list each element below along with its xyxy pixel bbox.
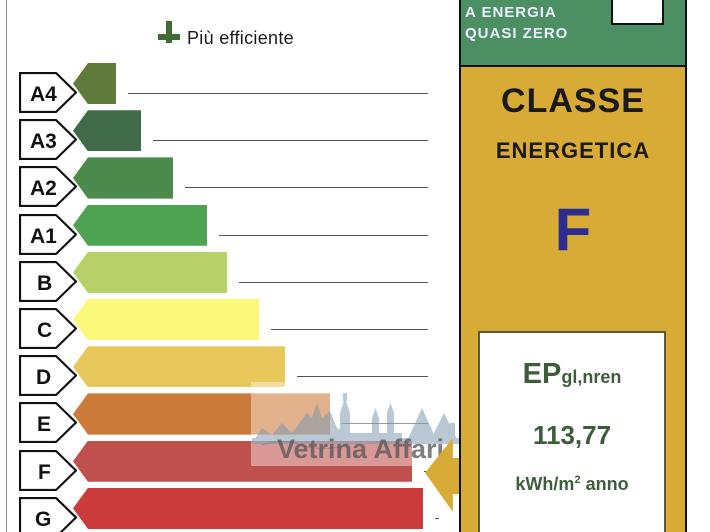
svg-text:F: F <box>38 461 51 484</box>
svg-text:A2: A2 <box>30 177 57 200</box>
svg-text:G: G <box>35 508 51 531</box>
svg-text:B: B <box>37 272 52 295</box>
svg-text:C: C <box>37 319 52 342</box>
svg-text:E: E <box>37 413 51 436</box>
svg-text:D: D <box>36 366 51 389</box>
svg-text:A1: A1 <box>30 225 57 248</box>
svg-text:A3: A3 <box>30 130 57 153</box>
svg-text:A4: A4 <box>30 83 57 106</box>
